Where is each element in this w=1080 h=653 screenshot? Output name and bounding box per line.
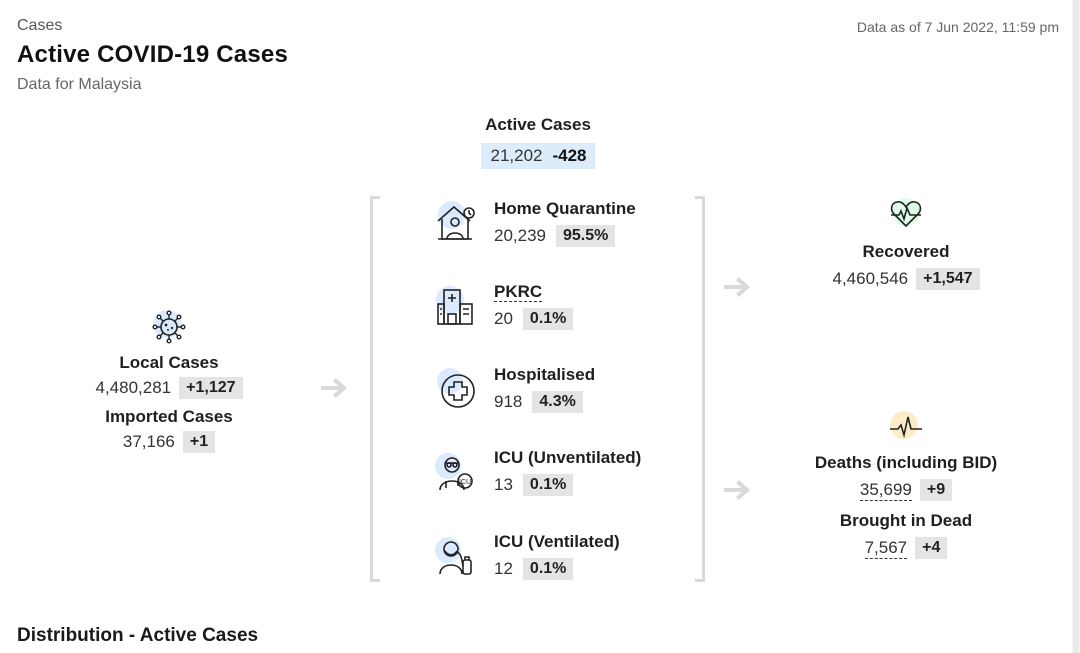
recovered-delta: +1,547: [916, 268, 980, 290]
bracket-right: [695, 196, 705, 582]
imported-cases-delta: +1: [182, 431, 216, 453]
imported-cases-label: Imported Cases: [105, 407, 233, 426]
deaths-delta: +9: [919, 479, 953, 501]
medical-cross-icon: [432, 365, 480, 413]
breadcrumb[interactable]: Cases: [17, 17, 63, 34]
category-label[interactable]: PKRC: [494, 282, 543, 302]
category-icu-ventilated: ICU (Ventilated) 12 0.1%: [432, 532, 692, 592]
category-percent: 95.5%: [556, 225, 616, 247]
bid-row: 7,567 +4: [788, 537, 1024, 559]
category-row: 20 0.1%: [494, 308, 574, 330]
arrow-right-icon: [321, 378, 348, 398]
deaths-value[interactable]: 35,699: [859, 479, 912, 501]
category-row: 20,239 95.5%: [494, 225, 616, 247]
category-value: 918: [494, 392, 523, 411]
bid-label: Brought in Dead: [839, 511, 973, 530]
active-cases-label: Active Cases: [485, 115, 591, 134]
heartbeat-icon: [888, 196, 924, 232]
pkrc-label-link[interactable]: PKRC: [494, 282, 543, 302]
bid-value[interactable]: 7,567: [864, 537, 908, 559]
svg-text:ICU: ICU: [459, 479, 471, 486]
arrow-right-icon: [724, 480, 751, 500]
scrollbar-thumb[interactable]: [1073, 0, 1079, 653]
recovered-label: Recovered: [862, 242, 950, 261]
local-cases-row: 4,480,281 +1,127: [70, 377, 268, 399]
pulse-line-icon: [888, 409, 924, 445]
category-percent: 0.1%: [522, 308, 574, 330]
deaths-row: 35,699 +9: [788, 479, 1024, 501]
page-subtitle: Data for Malaysia: [17, 76, 142, 93]
category-value: 20,239: [494, 226, 546, 245]
local-cases-delta: +1,127: [179, 377, 243, 399]
category-percent: 4.3%: [532, 391, 583, 413]
arrow-right-icon: [724, 277, 751, 297]
page-title: Active COVID-19 Cases: [17, 41, 288, 68]
ventilated-patient-icon: [432, 532, 480, 580]
local-cases-label: Local Cases: [119, 353, 219, 372]
category-value: 12: [494, 559, 513, 578]
data-timestamp: Data as of 7 Jun 2022, 11:59 pm: [856, 19, 1059, 35]
category-label: Home Quarantine: [494, 199, 636, 218]
category-percent: 0.1%: [522, 474, 574, 496]
category-label: Hospitalised: [494, 365, 596, 384]
virus-icon: [150, 307, 188, 345]
scrollbar-track[interactable]: [1072, 0, 1080, 653]
category-row: 13 0.1%: [494, 474, 574, 496]
imported-cases-value: 37,166: [122, 432, 175, 451]
category-home-quarantine: Home Quarantine 20,239 95.5%: [432, 199, 692, 259]
category-icu-unventilated: ICU ICU (Unventilated) 13 0.1%: [432, 448, 692, 508]
home-quarantine-icon: [432, 199, 480, 247]
distribution-heading: Distribution - Active Cases: [17, 625, 259, 646]
category-percent: 0.1%: [522, 558, 574, 580]
category-value: 20: [494, 309, 513, 328]
category-row: 12 0.1%: [494, 558, 574, 580]
hospital-building-icon: [432, 282, 480, 330]
category-pkrc: PKRC 20 0.1%: [432, 282, 692, 342]
category-label: ICU (Ventilated): [494, 532, 620, 551]
recovered-value: 4,460,546: [832, 269, 909, 288]
recovered-summary: Recovered 4,460,546 +1,547: [788, 196, 1024, 290]
category-hospitalised: Hospitalised 918 4.3%: [432, 365, 692, 425]
category-label: ICU (Unventilated): [494, 448, 642, 467]
imported-cases-row: 37,166 +1: [70, 431, 268, 453]
bid-delta: +4: [915, 537, 948, 559]
deaths-label: Deaths (including BID): [814, 453, 998, 472]
category-value: 13: [494, 475, 513, 494]
active-cases-value: 21,202: [490, 146, 543, 165]
recovered-row: 4,460,546 +1,547: [788, 268, 1024, 290]
deaths-summary: Deaths (including BID) 35,699 +9 Brought…: [788, 409, 1024, 559]
local-imported-summary: Local Cases 4,480,281 +1,127 Imported Ca…: [70, 307, 268, 461]
local-cases-value: 4,480,281: [95, 378, 172, 397]
category-row: 918 4.3%: [494, 391, 583, 413]
active-cases-summary: Active Cases 21,202 -428: [430, 115, 646, 169]
active-cases-pill: 21,202 -428: [481, 143, 595, 169]
bracket-left: [370, 196, 380, 582]
icu-doctor-icon: ICU: [432, 448, 480, 496]
active-cases-delta: -428: [552, 146, 587, 165]
